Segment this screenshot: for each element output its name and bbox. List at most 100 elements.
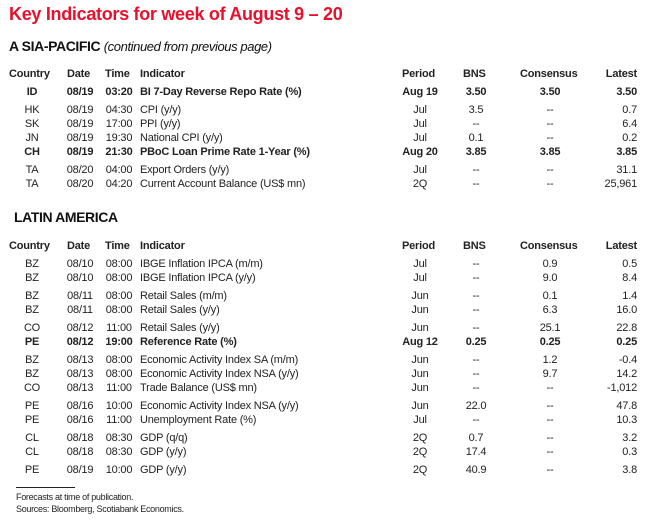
cell-bns: -- bbox=[472, 258, 480, 270]
cell-consensus: -- bbox=[546, 178, 554, 190]
cell-indicator: Export Orders (y/y) bbox=[140, 164, 230, 176]
column-header-consensus: Consensus bbox=[520, 68, 578, 80]
cell-time: 08:00 bbox=[105, 258, 133, 270]
table-row: PE 08/16 11:00 Unemployment Rate (%) Jul -- --… bbox=[0, 413, 646, 427]
cell-period: 2Q bbox=[412, 432, 428, 444]
cell-time: 10:00 bbox=[105, 400, 133, 412]
cell-consensus: 25.1 bbox=[539, 322, 561, 334]
cell-consensus: -- bbox=[546, 118, 554, 130]
column-header-period: Period bbox=[402, 68, 436, 80]
table-row: PE 08/19 10:00 GDP (y/y) 2Q 40.9 -- 3.8 bbox=[0, 463, 646, 477]
cell-date: 08/11 bbox=[67, 290, 93, 302]
column-header-date: Date bbox=[67, 68, 91, 80]
cell-latest: 0.7 bbox=[622, 104, 637, 116]
cell-country: PE bbox=[24, 464, 40, 476]
footnote-divider bbox=[16, 487, 75, 488]
table-row: PE 08/16 10:00 Economic Activity Index NSA … bbox=[0, 399, 646, 413]
cell-period: Jun bbox=[411, 400, 429, 412]
cell-bns: 0.1 bbox=[468, 132, 484, 144]
cell-bns: -- bbox=[472, 382, 480, 394]
cell-time: 17:00 bbox=[105, 118, 133, 130]
table-row: BZ 08/11 08:00 Retail Sales (m/m) Jun -- 0.1 1.… bbox=[0, 289, 646, 303]
cell-bns: -- bbox=[472, 272, 480, 284]
cell-indicator: CPI (y/y) bbox=[140, 104, 181, 116]
cell-date: 08/20 bbox=[66, 178, 94, 190]
column-header-latest: Latest bbox=[605, 240, 637, 252]
cell-date: 08/13 bbox=[66, 354, 94, 366]
cell-time: 08:30 bbox=[105, 446, 133, 458]
cell-consensus: -- bbox=[546, 104, 554, 116]
cell-latest: 31.1 bbox=[616, 164, 637, 176]
cell-time: 19:00 bbox=[105, 336, 133, 348]
cell-indicator: IBGE Inflation IPCA (y/y) bbox=[140, 272, 256, 284]
cell-consensus: 9.7 bbox=[542, 368, 558, 380]
cell-latest: 22.8 bbox=[616, 322, 637, 334]
latin-america-table: Country Date Time Indicator Period BNS Consens… bbox=[0, 239, 646, 477]
cell-period: 2Q bbox=[412, 464, 428, 476]
cell-time: 08:30 bbox=[105, 432, 133, 444]
cell-time: 08:00 bbox=[105, 354, 133, 366]
section-subtitle: (continued from previous page) bbox=[103, 39, 272, 54]
footnote-sources: Sources: Bloomberg, Scotiabank Economics… bbox=[16, 504, 184, 514]
cell-bns: 3.5 bbox=[468, 104, 484, 116]
cell-date: 08/19 bbox=[66, 86, 94, 98]
cell-period: Jun bbox=[411, 322, 429, 334]
cell-country: BZ bbox=[25, 368, 39, 380]
cell-country: BZ bbox=[25, 258, 39, 270]
column-header-latest: Latest bbox=[605, 68, 637, 80]
column-header-time: Time bbox=[105, 240, 130, 252]
cell-time: 08:00 bbox=[105, 304, 133, 316]
cell-bns: 3.85 bbox=[465, 146, 487, 158]
cell-latest: 3.2 bbox=[622, 432, 637, 444]
table-row: CL 08/18 08:30 GDP (q/q) 2Q 0.7 -- 3.2 bbox=[0, 431, 646, 445]
footnote-forecasts: Forecasts at time of publication. bbox=[16, 492, 134, 502]
cell-consensus: -- bbox=[546, 400, 554, 412]
cell-consensus: -- bbox=[546, 164, 554, 176]
cell-indicator: National CPI (y/y) bbox=[140, 132, 223, 144]
cell-period: 2Q bbox=[412, 178, 428, 190]
cell-period: Jun bbox=[411, 382, 429, 394]
cell-indicator: Trade Balance (US$ mn) bbox=[140, 382, 257, 394]
column-header-indicator: Indicator bbox=[140, 240, 185, 252]
cell-indicator: Unemployment Rate (%) bbox=[140, 414, 257, 426]
column-header-period: Period bbox=[402, 240, 436, 252]
cell-date: 08/12 bbox=[66, 322, 94, 334]
cell-date: 08/20 bbox=[66, 164, 94, 176]
table-row: BZ 08/10 08:00 IBGE Inflation IPCA (y/y) Jul… bbox=[0, 271, 646, 285]
cell-time: 08:00 bbox=[105, 290, 133, 302]
asia-pacific-table: Country Date Time Indicator Period BNS Consens… bbox=[0, 67, 646, 191]
cell-consensus: 3.85 bbox=[539, 146, 561, 158]
cell-time: 11:00 bbox=[106, 414, 132, 426]
cell-date: 08/19 bbox=[66, 104, 94, 116]
column-header-country: Country bbox=[9, 68, 50, 80]
table-row: BZ 08/10 08:00 IBGE Inflation IPCA (m/m) Jul… bbox=[0, 257, 646, 271]
table-header: Country Date Time Indicator Period BNS Consens… bbox=[0, 239, 646, 255]
table-row: SK 08/19 17:00 PPI (y/y) Jul -- -- 6.4 bbox=[0, 117, 646, 131]
cell-time: 03:20 bbox=[105, 86, 133, 98]
cell-time: 04:00 bbox=[105, 164, 133, 176]
cell-latest: 0.3 bbox=[622, 446, 637, 458]
cell-bns: -- bbox=[472, 164, 480, 176]
cell-country: HK bbox=[24, 104, 40, 116]
cell-latest: 3.50 bbox=[616, 86, 637, 98]
cell-time: 11:00 bbox=[106, 322, 132, 334]
cell-bns: -- bbox=[472, 118, 480, 130]
cell-country: BZ bbox=[25, 304, 39, 316]
cell-indicator: GDP (y/y) bbox=[140, 464, 187, 476]
cell-indicator: Retail Sales (y/y) bbox=[140, 304, 220, 316]
cell-date: 08/19 bbox=[66, 146, 94, 158]
cell-bns: -- bbox=[472, 368, 480, 380]
cell-period: Jul bbox=[413, 272, 427, 284]
cell-latest: 3.8 bbox=[622, 464, 637, 476]
cell-country: ID bbox=[26, 86, 38, 98]
cell-bns: -- bbox=[472, 304, 480, 316]
cell-period: Jun bbox=[411, 368, 429, 380]
cell-country: CH bbox=[24, 146, 40, 158]
cell-consensus: 0.9 bbox=[542, 258, 558, 270]
cell-period: Jul bbox=[413, 414, 427, 426]
table-row: CO 08/13 11:00 Trade Balance (US$ mn) Jun -- -… bbox=[0, 381, 646, 395]
table-row: TA 08/20 04:20 Current Account Balance (US$… bbox=[0, 177, 646, 191]
cell-indicator: PBoC Loan Prime Rate 1-Year (%) bbox=[140, 146, 310, 158]
cell-period: Aug 20 bbox=[402, 146, 438, 158]
cell-country: SK bbox=[24, 118, 40, 130]
